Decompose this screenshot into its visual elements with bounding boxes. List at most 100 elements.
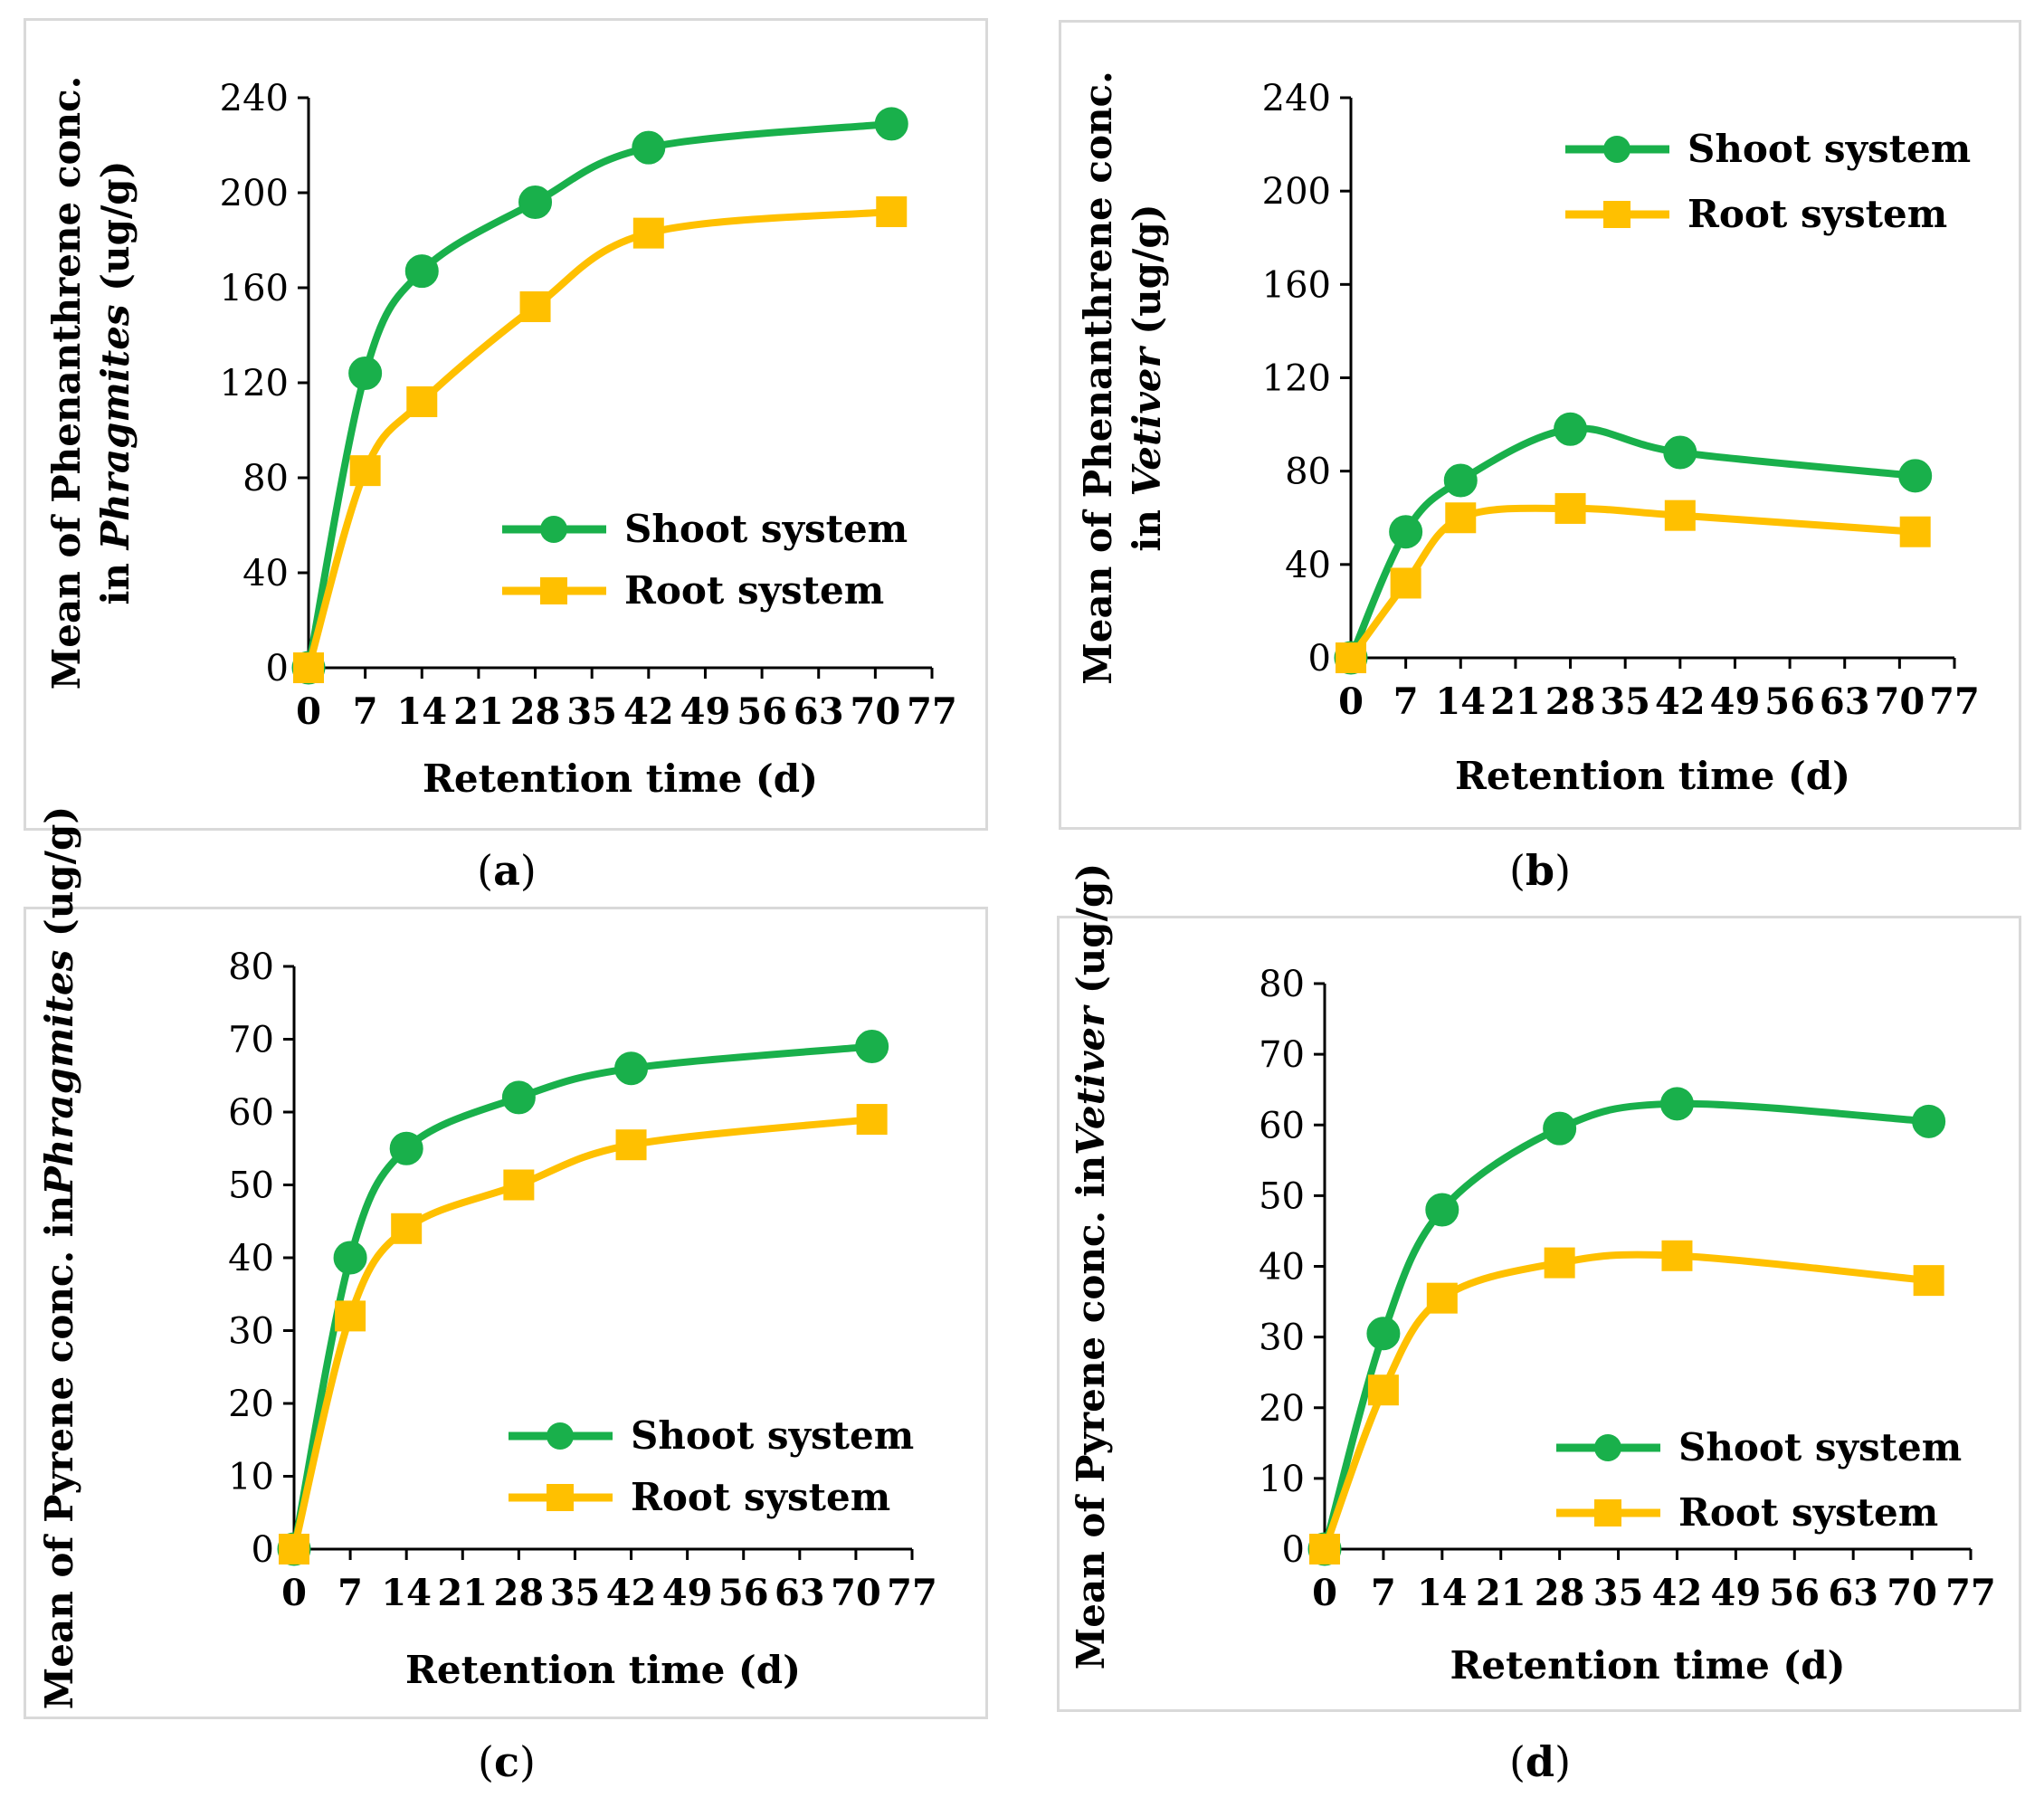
x-tick-label: 7 — [1393, 680, 1419, 723]
x-tick-label: 70 — [1887, 1572, 1937, 1614]
y-tick-label: 160 — [1262, 264, 1331, 306]
y-tick-label: 70 — [228, 1020, 274, 1061]
data-point-root — [1544, 1247, 1575, 1279]
legend-marker-square — [1594, 1499, 1621, 1526]
data-point-shoot — [1659, 1087, 1694, 1121]
x-tick-label: 70 — [1875, 680, 1925, 723]
x-tick-label: 14 — [1417, 1572, 1468, 1614]
x-tick-label: 70 — [831, 1572, 881, 1614]
x-tick-label: 35 — [566, 690, 617, 733]
data-point-shoot — [1443, 463, 1478, 498]
x-tick-label: 28 — [494, 1572, 545, 1614]
x-tick-label: 42 — [1655, 680, 1706, 723]
series-line-root — [1321, 1251, 1930, 1551]
y-tick-label: 160 — [220, 268, 289, 309]
y-tick-label: 60 — [1259, 1105, 1305, 1146]
x-tick-label: 63 — [794, 690, 844, 733]
x-tick-label: 42 — [1652, 1572, 1703, 1614]
x-tick-label: 49 — [680, 690, 731, 733]
chart-frame — [24, 907, 988, 1719]
data-point-shoot — [632, 130, 666, 165]
x-tick-label: 14 — [381, 1572, 432, 1614]
x-tick-label: 28 — [1535, 1572, 1585, 1614]
data-point-root — [1554, 492, 1586, 524]
series-line-root — [1347, 504, 1916, 661]
x-tick-label: 0 — [1338, 680, 1364, 723]
data-point-root — [1445, 502, 1477, 534]
data-point-shoot — [1554, 412, 1588, 446]
series-line-shoot — [305, 119, 892, 669]
y-tick-label: 80 — [242, 458, 289, 499]
legend-label: Root system — [1687, 192, 1947, 236]
data-point-root — [279, 1534, 309, 1564]
y-tick-label: 0 — [266, 648, 289, 690]
y-tick-label: 200 — [220, 173, 289, 214]
data-point-shoot — [348, 357, 383, 390]
data-point-root — [632, 217, 664, 249]
legend-label: Root system — [631, 1475, 890, 1519]
x-axis-title: Retention time (d) — [423, 756, 818, 801]
x-tick-label: 77 — [1945, 1572, 1996, 1614]
x-tick-label: 49 — [1710, 680, 1761, 723]
x-tick-label: 56 — [1764, 680, 1815, 723]
panel-caption-c: (c) — [478, 1737, 536, 1786]
data-point-shoot — [1898, 459, 1933, 493]
y-axis-title-line2-italic: Phragmites — [37, 950, 81, 1196]
y-tick-label: 40 — [242, 553, 289, 594]
x-tick-label: 56 — [718, 1572, 769, 1614]
legend-marker-circle — [540, 516, 567, 543]
y-axis-title-line2-suffix: (ug/g) — [93, 160, 138, 304]
data-point-shoot — [333, 1241, 367, 1275]
y-axis-title-line2-prefix: in — [1125, 496, 1169, 551]
data-point-shoot — [1389, 515, 1423, 549]
x-tick-label: 28 — [1545, 680, 1596, 723]
x-tick-label: 70 — [851, 690, 901, 733]
data-point-shoot — [501, 1080, 536, 1115]
data-point-root — [1913, 1265, 1944, 1297]
x-tick-label: 21 — [437, 1572, 488, 1614]
legend-label: Root system — [1678, 1490, 1938, 1535]
x-axis-title: Retention time (d) — [405, 1648, 801, 1692]
chart-frame — [1057, 916, 2021, 1712]
chart-frame — [24, 18, 988, 831]
data-point-root — [1664, 499, 1696, 531]
legend-label: Shoot system — [631, 1413, 914, 1458]
y-tick-label: 80 — [1259, 964, 1305, 1005]
y-axis-title-line2-suffix: (ug/g) — [1069, 863, 1113, 1007]
legend-label: Shoot system — [624, 507, 908, 551]
x-tick-label: 42 — [606, 1572, 657, 1614]
y-tick-label: 200 — [1262, 171, 1331, 213]
data-point-root — [1899, 516, 1931, 547]
data-point-root — [876, 196, 908, 227]
data-point-root — [293, 652, 324, 683]
y-tick-label: 30 — [1259, 1317, 1305, 1359]
y-tick-label: 10 — [1259, 1459, 1305, 1500]
data-point-root — [1309, 1534, 1340, 1564]
legend-marker-square — [540, 577, 567, 604]
data-point-root — [406, 386, 438, 417]
data-point-shoot — [1366, 1317, 1401, 1351]
x-tick-label: 56 — [737, 690, 787, 733]
x-axis-title: Retention time (d) — [1455, 754, 1850, 798]
chart-panel-c: 0 10 20 30 40 50 60 70 80 0 7 14 21 28 35 42 49 56 63 70 77 R… — [0, 806, 1022, 1807]
x-tick-label: 63 — [1828, 1572, 1878, 1614]
x-tick-label: 7 — [1371, 1572, 1396, 1614]
x-tick-label: 35 — [1600, 680, 1650, 723]
chart-frame — [1059, 20, 2021, 830]
data-point-root — [1367, 1374, 1399, 1406]
y-tick-label: 0 — [1282, 1529, 1305, 1571]
x-tick-label: 35 — [1593, 1572, 1644, 1614]
y-axis-title: Mean of Pyrene conc. inPhragmites (ug/g) — [37, 806, 81, 1709]
panel-caption-b: (b) — [1508, 846, 1572, 895]
y-axis-title-line1: Mean of Phenanthrene conc. — [44, 76, 89, 690]
chart-panel-b: 0 40 80 120 160 200 240 0 7 14 21 28 35 42 49 56 63 70 77 R… — [1032, 0, 2044, 905]
y-tick-label: 120 — [220, 363, 289, 404]
data-point-root — [1426, 1282, 1458, 1314]
y-axis-title-line2-italic: Vetiver — [1125, 346, 1169, 497]
x-tick-label: 42 — [623, 690, 674, 733]
y-axis-title: Mean of Phenanthrene conc. in Vetiver (ug… — [1076, 71, 1169, 684]
x-tick-label: 56 — [1769, 1572, 1820, 1614]
x-tick-label: 7 — [353, 690, 378, 733]
